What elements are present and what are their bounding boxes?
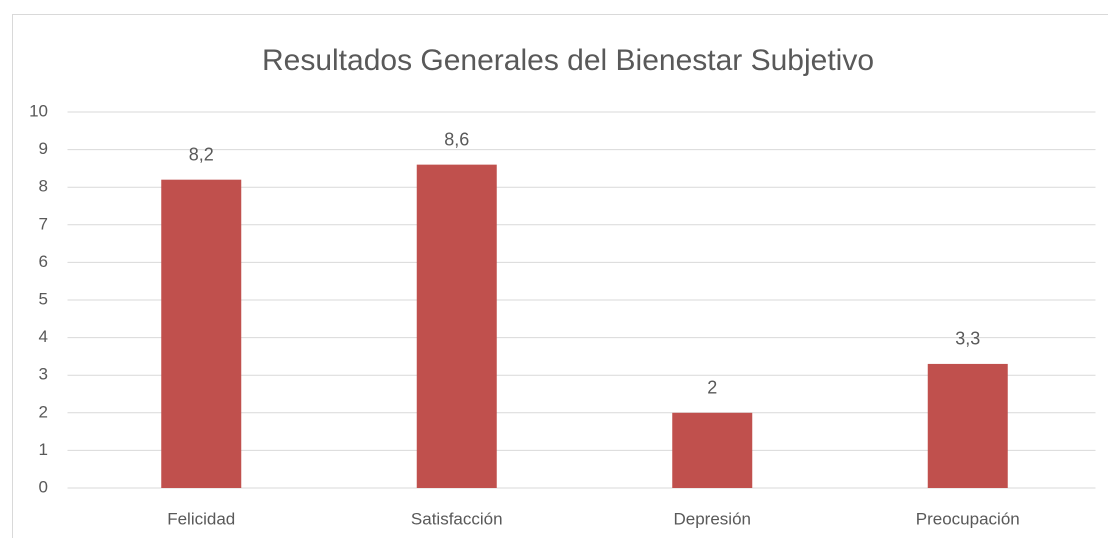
y-tick-label: 2	[39, 402, 48, 421]
bar	[416, 164, 497, 488]
x-tick-label: Depresión	[674, 509, 752, 528]
y-tick-label: 8	[39, 177, 48, 196]
y-tick-label: 0	[39, 477, 48, 496]
y-tick-label: 4	[39, 327, 48, 346]
bar	[161, 179, 242, 488]
bar	[672, 412, 753, 488]
data-label: 2	[707, 378, 717, 398]
x-tick-label: Satisfacción	[411, 509, 503, 528]
y-tick-label: 10	[29, 101, 48, 120]
chart-title: Resultados Generales del Bienestar Subje…	[262, 44, 874, 77]
data-label: 8,6	[444, 129, 469, 149]
y-tick-label: 6	[39, 252, 48, 271]
data-label: 3,3	[955, 329, 980, 349]
x-tick-label: Felicidad	[167, 509, 235, 528]
y-tick-label: 3	[39, 365, 48, 384]
y-tick-label: 9	[39, 139, 48, 158]
y-tick-label: 1	[39, 440, 48, 459]
y-tick-label: 5	[39, 289, 48, 308]
bar	[927, 363, 1008, 488]
x-tick-label: Preocupación	[916, 509, 1020, 528]
data-label: 8,2	[189, 144, 214, 164]
y-tick-label: 7	[39, 214, 48, 233]
